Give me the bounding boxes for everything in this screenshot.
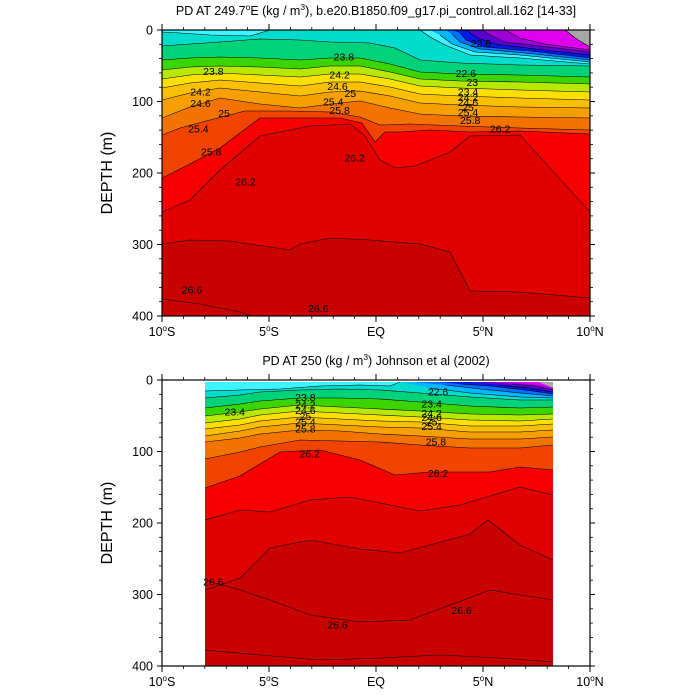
y-tick-label: 0 xyxy=(146,24,153,38)
contour-label: 23.4 xyxy=(421,399,442,411)
contour-label: 23.8 xyxy=(334,51,355,63)
contour-label: 26.6 xyxy=(308,303,329,315)
contour-label: 25.4 xyxy=(188,124,209,136)
x-tick-label: 10oN xyxy=(576,674,603,689)
y-tick-label: 0 xyxy=(146,374,153,388)
top-panel-title: PD AT 249.7oE (kg / m3), b.e20.B1850.f09… xyxy=(176,2,576,18)
x-tick-label: EQ xyxy=(367,675,385,689)
x-tick-label: 10oS xyxy=(149,324,176,339)
contour-label: 24.6 xyxy=(190,98,211,110)
contour-label: 26.2 xyxy=(490,124,511,136)
contour-label: 23.4 xyxy=(225,406,246,418)
top-x-ticks: 10oS 5oS EQ 5oN 10oN xyxy=(149,24,604,339)
top-contour-labels: 23.823.824.224.62525.425.824.224.62525.4… xyxy=(182,38,511,315)
y-tick-label: 300 xyxy=(132,238,153,252)
bottom-panel: PD AT 250 (kg / m3) Johnson et al (2002) xyxy=(99,352,604,689)
contour-label: 24.2 xyxy=(458,92,479,104)
contour-label: 25.4 xyxy=(458,107,479,119)
x-tick-label: 5oN xyxy=(473,324,493,339)
x-tick-label: 10oS xyxy=(149,674,176,689)
contour-label: 24.6 xyxy=(421,412,442,424)
contour-label: 24.6 xyxy=(295,405,316,417)
contour-label: 22.6 xyxy=(471,38,492,50)
x-tick-label: 10oN xyxy=(576,324,603,339)
contour-label: 25 xyxy=(300,411,312,423)
bottom-panel-title: PD AT 250 (kg / m3) Johnson et al (2002) xyxy=(262,352,489,368)
y-tick-label: 200 xyxy=(132,167,153,181)
contour-label: 22.6 xyxy=(428,386,449,398)
contour-label: 23.8 xyxy=(295,392,316,404)
bottom-y-axis-label: DEPTH (m) xyxy=(99,482,116,565)
contour-label: 24.2 xyxy=(295,399,316,411)
contour-label: 24.2 xyxy=(421,408,442,420)
contour-label: 25.4 xyxy=(295,416,316,428)
y-tick-label: 400 xyxy=(132,660,153,674)
contour-label: 23.8 xyxy=(203,66,224,78)
contour-label: 26.6 xyxy=(451,605,472,617)
contour-label: 24.2 xyxy=(190,86,211,98)
y-tick-label: 100 xyxy=(132,95,153,109)
top-y-axis-label: DEPTH (m) xyxy=(99,132,116,215)
y-tick-label: 300 xyxy=(132,588,153,602)
x-tick-label: 5oS xyxy=(259,674,279,689)
bottom-contour-labels: 23.423.824.224.62525.425.826.222.623.424… xyxy=(203,386,472,631)
contour-label: 26.2 xyxy=(344,152,365,164)
contour-label: 26.6 xyxy=(182,285,203,297)
contour-label: 23.4 xyxy=(458,86,479,98)
bottom-y-ticks: 0 100 200 300 400 xyxy=(132,374,595,674)
contour-label: 25 xyxy=(426,416,438,428)
y-tick-label: 400 xyxy=(132,310,153,324)
contour-label: 24.2 xyxy=(329,69,350,81)
contour-label: 25 xyxy=(344,88,356,100)
top-panel: PD AT 249.7oE (kg / m3), b.e20.B1850.f09… xyxy=(99,2,604,339)
contour-label: 25 xyxy=(218,108,230,120)
top-contour-lines xyxy=(162,30,590,316)
contour-label: 25.8 xyxy=(295,424,316,436)
contour-label: 25.8 xyxy=(426,436,447,448)
contour-label: 26.2 xyxy=(428,468,449,480)
x-tick-label: 5oN xyxy=(473,674,493,689)
contour-label: 26.6 xyxy=(203,577,224,589)
contour-label: 25.8 xyxy=(201,147,222,159)
x-tick-label: EQ xyxy=(367,325,385,339)
contour-label: 25 xyxy=(462,102,474,114)
bottom-x-ticks: 10oS 5oS EQ 5oN 10oN xyxy=(149,374,604,689)
top-contour-fill xyxy=(162,30,590,316)
contour-label: 23 xyxy=(466,77,478,89)
y-tick-label: 200 xyxy=(132,517,153,531)
contour-label: 24.6 xyxy=(327,81,348,93)
top-y-ticks: 0 100 200 300 400 xyxy=(132,24,595,324)
bottom-contour-fill xyxy=(205,382,553,666)
bottom-contour-lines xyxy=(204,381,554,663)
contour-label: 24.6 xyxy=(458,97,479,109)
contour-label: 26.6 xyxy=(327,620,348,632)
contour-label: 26.2 xyxy=(235,177,256,189)
contour-label: 26.2 xyxy=(299,449,320,461)
contour-label: 25.8 xyxy=(460,115,481,127)
y-tick-label: 100 xyxy=(132,445,153,459)
x-tick-label: 5oS xyxy=(259,324,279,339)
contour-label: 25.8 xyxy=(329,105,350,117)
contour-label: 25.4 xyxy=(323,97,344,109)
contour-label: 25.4 xyxy=(421,421,442,433)
contour-label: 22.6 xyxy=(456,68,477,80)
